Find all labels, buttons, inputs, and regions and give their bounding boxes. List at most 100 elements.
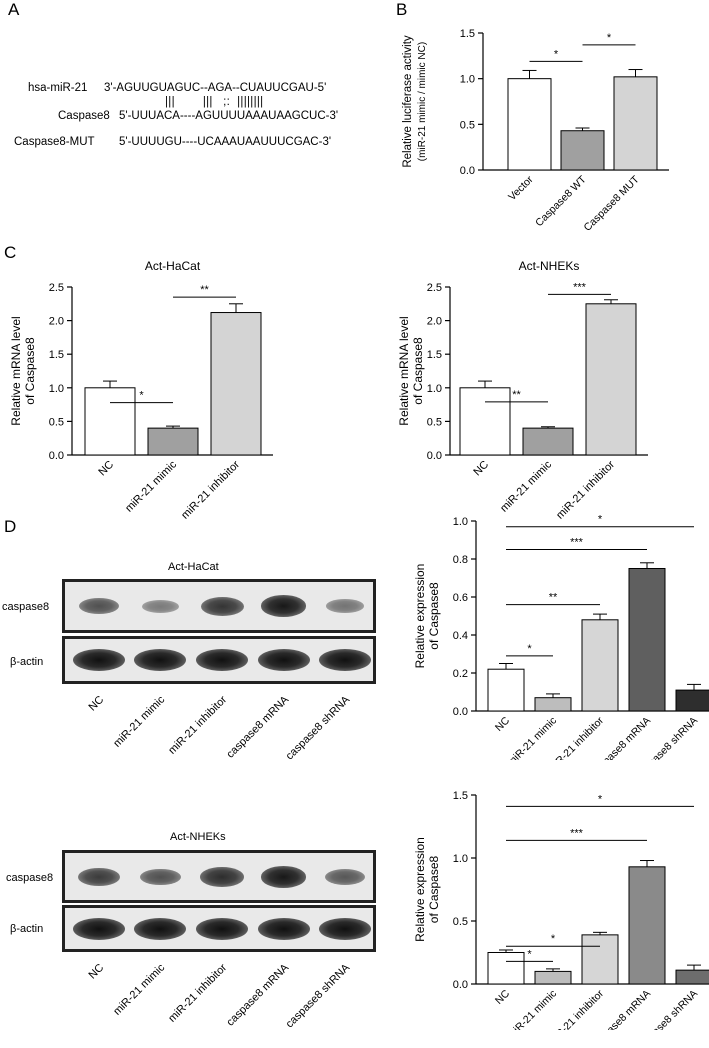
- blot-actin-strip: [62, 905, 376, 952]
- x-tick-label: NC: [96, 459, 116, 479]
- caspase8-band: [260, 595, 307, 617]
- caspase8-band: [325, 869, 366, 885]
- x-tick-label: Caspase8 MUT: [582, 173, 642, 233]
- y-axis-label-line2: of Caspase8: [427, 582, 441, 650]
- seq-label-mir21: hsa-miR-21: [28, 82, 88, 94]
- bar: [487, 952, 525, 985]
- y-tick-label: 1.5: [460, 28, 475, 40]
- chart-title: Act-NHEKs: [519, 259, 580, 273]
- seq-label-caspase8-mut: Caspase8-MUT: [14, 136, 95, 148]
- y-tick-label: 0.0: [460, 165, 475, 177]
- significance-label: *: [527, 948, 532, 960]
- bar: [675, 969, 709, 985]
- caspase8-band: [77, 867, 120, 887]
- y-tick-label: 0.5: [49, 416, 64, 428]
- y-tick-label: 0.5: [427, 416, 442, 428]
- actin-band: [257, 649, 310, 671]
- panel-label-c: C: [4, 243, 17, 262]
- y-tick-label: 2.0: [49, 316, 64, 328]
- bar: [147, 427, 199, 456]
- y-tick-label: 0.5: [460, 119, 475, 131]
- y-tick-label: 1.5: [49, 349, 64, 361]
- significance-label: ***: [570, 827, 584, 839]
- x-tick-label: miR-21 mimic: [505, 715, 559, 760]
- y-axis-label: Relative mRNA level: [397, 316, 411, 425]
- actin-band: [196, 649, 248, 671]
- bar: [560, 130, 605, 171]
- y-tick-label: 0.6: [453, 592, 468, 604]
- seq-pairing-lines: ||| ||| ;: ||||||||: [165, 96, 264, 108]
- actin-band: [134, 649, 187, 671]
- y-axis-label: Relative luciferase activity: [402, 35, 414, 168]
- blot-row-label-caspase8: caspase8: [2, 601, 50, 613]
- blot-actin-strip: [62, 636, 376, 684]
- actin-band: [134, 918, 187, 940]
- bar: [84, 387, 136, 456]
- bar: [581, 619, 619, 712]
- x-tick-label: NC: [471, 459, 491, 479]
- y-axis-label-line2: (miR-21 mimic / mimic NC): [417, 42, 428, 161]
- blot-caspase8-strip: [62, 850, 376, 903]
- caspase8-band: [141, 599, 179, 613]
- actin-band: [319, 649, 372, 671]
- panel-label-a: A: [8, 0, 20, 19]
- bar: [534, 970, 572, 985]
- x-tick-label: miR-21 inhibitor: [554, 458, 617, 520]
- caspase8-band: [200, 867, 244, 887]
- chart-b-luciferase: 0.0 0.5 1.0 1.5 Relative luciferase activity…: [402, 28, 669, 234]
- bar: [581, 934, 619, 985]
- actin-band: [257, 918, 310, 940]
- blot-row-label-actin: β-actin: [10, 923, 44, 935]
- y-tick-label: 1.0: [427, 383, 442, 395]
- caspase8-band: [140, 868, 181, 886]
- significance-label: *: [139, 390, 144, 402]
- significance-label: *: [554, 48, 559, 60]
- y-axis-label-line2: of Caspase8: [23, 337, 37, 405]
- bar: [210, 312, 262, 456]
- bar: [613, 76, 658, 171]
- bar: [507, 78, 552, 171]
- caspase8-band: [200, 596, 244, 616]
- y-tick-label: 0.0: [49, 450, 64, 462]
- panel-label-b: B: [396, 0, 408, 19]
- chart-d-hacat-expression: 0.0 0.2 0.4 0.6 0.8 1.0 Relative expression of …: [413, 514, 709, 760]
- y-tick-label: 1.0: [453, 516, 468, 528]
- y-tick-label: 1.0: [453, 853, 468, 865]
- significance-label: **: [549, 592, 558, 604]
- x-tick-label: NC: [493, 987, 513, 1007]
- x-tick-label: Vector: [506, 173, 536, 203]
- y-axis-label-line2: of Caspase8: [427, 855, 441, 923]
- bar: [628, 568, 666, 712]
- bar: [585, 303, 637, 456]
- x-tick-label: miR-21 mimic: [505, 988, 559, 1030]
- seq-mir21: 3'-AGUUGUAGUC--AGA--CUAUUCGAU-5': [104, 82, 327, 94]
- y-tick-label: 1.5: [453, 790, 468, 802]
- x-tick-label: miR-21 mimic: [498, 458, 554, 514]
- blot-caspase8-strip: [62, 579, 376, 633]
- significance-label: *: [598, 514, 603, 526]
- x-tick-label: Caspase8 WT: [533, 173, 589, 229]
- blot-row-label-caspase8: caspase8: [6, 872, 54, 884]
- y-tick-label: 0.0: [453, 706, 468, 718]
- significance-label: ***: [570, 537, 584, 549]
- x-tick-label: miR-21 inhibitor: [179, 458, 242, 520]
- caspase8-band: [260, 866, 307, 888]
- seq-caspase8: 5'-UUUACA----AGUUUUAAAUAAGCUC-3': [119, 110, 339, 122]
- blot-row-label-actin: β-actin: [10, 656, 44, 668]
- bar: [487, 668, 525, 712]
- y-axis-label: Relative expression: [413, 837, 427, 942]
- actin-band: [72, 918, 125, 940]
- y-tick-label: 0.5: [453, 916, 468, 928]
- y-tick-label: 0.0: [427, 450, 442, 462]
- bar: [675, 689, 709, 712]
- chart-d-nheks-expression: 0.0 0.5 1.0 1.5 Relative expression of Caspas…: [413, 790, 709, 1030]
- panel-label-d: D: [4, 517, 17, 536]
- y-tick-label: 0.4: [453, 630, 468, 642]
- y-axis-label-line2: of Caspase8: [411, 337, 425, 405]
- significance-label: *: [607, 32, 612, 44]
- seq-caspase8-mut: 5'-UUUUGU----UCAAAUAAUUUCGAC-3': [119, 136, 332, 148]
- chart-c-nheks: Act-NHEKs 0.0 0.5 1.0 1.5 2.0 2.5 Relative mRNA…: [397, 259, 648, 520]
- caspase8-band: [326, 599, 364, 613]
- bar: [534, 697, 572, 712]
- x-tick-label: NC: [493, 714, 513, 734]
